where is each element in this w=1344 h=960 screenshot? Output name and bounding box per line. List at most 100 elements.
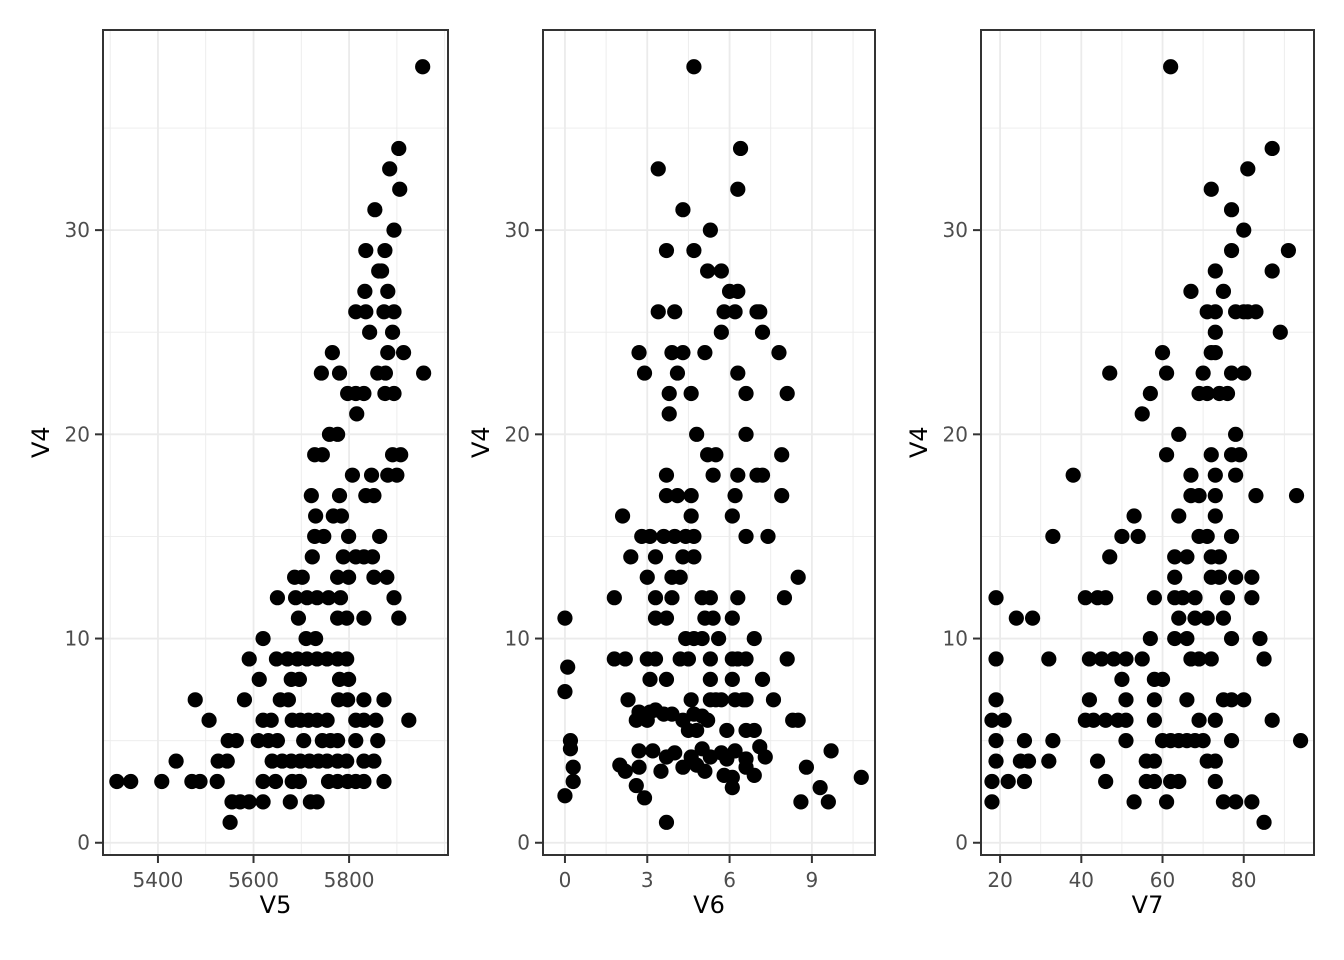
data-point xyxy=(1232,447,1248,463)
data-point xyxy=(669,487,686,504)
y-axis-title-v7-panel: V4 xyxy=(905,426,933,459)
data-point xyxy=(776,590,793,606)
data-point xyxy=(730,283,746,299)
data-point xyxy=(1207,712,1223,728)
data-point xyxy=(1223,242,1240,259)
data-point xyxy=(683,385,699,402)
data-point xyxy=(1041,651,1057,667)
data-point xyxy=(386,304,402,320)
data-point xyxy=(614,508,631,524)
data-point xyxy=(268,651,285,667)
data-point xyxy=(330,426,346,442)
data-point xyxy=(658,671,675,687)
data-point xyxy=(1272,324,1288,340)
data-point xyxy=(192,773,208,790)
data-point xyxy=(1207,345,1223,361)
data-point xyxy=(1134,406,1150,422)
data-point xyxy=(287,590,304,606)
panel-border xyxy=(102,29,449,856)
x-tick-label: 60 xyxy=(1150,868,1175,892)
data-point xyxy=(1158,794,1175,810)
data-point xyxy=(384,324,401,340)
data-point xyxy=(984,794,1000,810)
data-point xyxy=(1008,610,1024,626)
x-tick-label: 5600 xyxy=(228,868,279,892)
data-point xyxy=(790,712,806,728)
data-point xyxy=(382,161,398,177)
data-point xyxy=(356,692,372,708)
data-point xyxy=(1179,692,1195,708)
data-point xyxy=(1045,528,1061,545)
data-point xyxy=(1223,365,1240,381)
data-point xyxy=(724,610,740,626)
data-point xyxy=(294,569,310,585)
data-point xyxy=(647,549,664,565)
data-point xyxy=(1228,569,1244,585)
y-axis-title-v5-panel: V4 xyxy=(27,426,55,459)
x-tick-label: 40 xyxy=(1069,868,1094,892)
y-tick-label: 0 xyxy=(955,831,968,855)
data-point xyxy=(683,487,699,504)
y-tick-label: 30 xyxy=(505,218,530,242)
data-point xyxy=(631,743,647,759)
data-point xyxy=(1098,773,1114,790)
data-point xyxy=(984,712,1000,728)
data-point xyxy=(1106,651,1122,667)
data-point xyxy=(667,528,683,545)
data-point xyxy=(557,788,573,804)
data-point xyxy=(1158,447,1175,463)
data-point xyxy=(647,610,664,626)
data-point xyxy=(774,487,790,504)
data-point xyxy=(642,528,658,545)
data-point xyxy=(771,345,787,361)
data-point xyxy=(1207,263,1223,279)
data-point xyxy=(309,794,325,810)
data-point xyxy=(1081,692,1098,708)
data-point xyxy=(416,365,432,381)
data-point xyxy=(1207,324,1223,340)
data-point xyxy=(1199,385,1215,402)
data-point xyxy=(1102,365,1118,381)
data-point xyxy=(1183,283,1199,299)
data-point xyxy=(1171,610,1187,626)
data-point xyxy=(290,610,307,626)
data-point xyxy=(746,630,762,647)
data-point xyxy=(357,283,373,299)
data-point xyxy=(1252,630,1268,647)
data-point xyxy=(1191,712,1207,728)
data-point xyxy=(368,712,384,728)
data-point xyxy=(683,508,699,524)
data-point xyxy=(1244,590,1260,606)
data-point xyxy=(705,610,721,626)
data-point xyxy=(738,426,754,442)
data-point xyxy=(367,202,383,218)
data-point xyxy=(820,794,836,810)
data-point xyxy=(565,773,581,790)
data-point xyxy=(754,324,771,340)
data-point xyxy=(1207,753,1223,769)
data-point xyxy=(675,202,691,218)
data-point xyxy=(664,590,680,606)
data-point xyxy=(373,263,390,279)
data-point xyxy=(1118,692,1134,708)
data-point xyxy=(719,722,735,739)
data-point xyxy=(356,385,372,402)
data-point xyxy=(219,753,235,769)
data-point xyxy=(713,263,729,279)
data-point xyxy=(636,790,653,806)
x-tick-label: 5400 xyxy=(132,868,183,892)
data-point xyxy=(1223,692,1240,708)
data-point xyxy=(1175,590,1191,606)
data-point xyxy=(379,569,395,585)
data-point xyxy=(623,549,639,565)
data-point xyxy=(1195,365,1211,381)
data-point xyxy=(358,242,374,259)
data-point xyxy=(711,630,727,647)
data-point xyxy=(705,467,721,483)
data-point xyxy=(392,181,408,197)
data-point xyxy=(738,528,754,545)
x-axis-title-v5: V5 xyxy=(259,891,292,919)
data-point xyxy=(779,651,795,667)
data-point xyxy=(752,304,768,320)
data-point xyxy=(754,467,771,483)
